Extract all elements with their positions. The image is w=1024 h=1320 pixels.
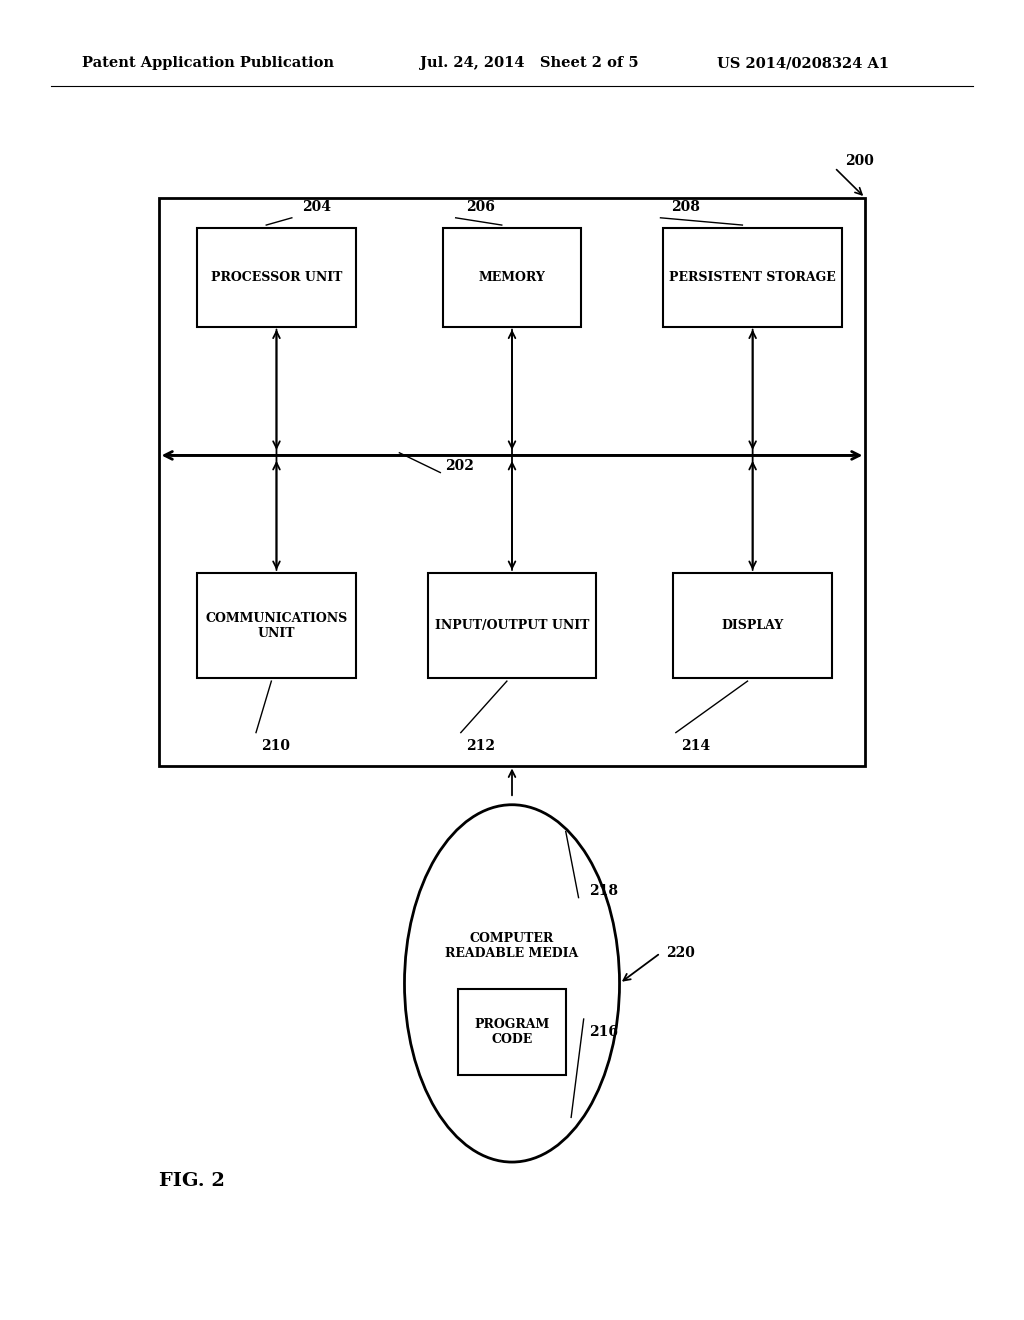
Text: PERSISTENT STORAGE: PERSISTENT STORAGE: [670, 271, 836, 284]
Text: COMMUNICATIONS
UNIT: COMMUNICATIONS UNIT: [206, 611, 347, 640]
Text: 220: 220: [666, 946, 694, 960]
Bar: [159, 198, 865, 766]
Text: 216: 216: [589, 1026, 617, 1039]
Bar: [197, 227, 356, 326]
Text: 218: 218: [589, 884, 617, 898]
Ellipse shape: [404, 805, 620, 1162]
Bar: [197, 573, 356, 678]
Text: INPUT/OUTPUT UNIT: INPUT/OUTPUT UNIT: [435, 619, 589, 632]
Text: 214: 214: [681, 739, 710, 752]
Text: 208: 208: [671, 201, 699, 214]
Text: PROGRAM
CODE: PROGRAM CODE: [474, 1018, 550, 1047]
Text: 204: 204: [302, 201, 331, 214]
Bar: [674, 573, 831, 678]
Bar: [459, 990, 565, 1074]
Text: DISPLAY: DISPLAY: [722, 619, 783, 632]
Text: FIG. 2: FIG. 2: [159, 1172, 224, 1191]
Text: 202: 202: [445, 459, 474, 473]
Text: MEMORY: MEMORY: [478, 271, 546, 284]
Text: PROCESSOR UNIT: PROCESSOR UNIT: [211, 271, 342, 284]
Text: 212: 212: [466, 739, 495, 752]
Text: US 2014/0208324 A1: US 2014/0208324 A1: [717, 57, 889, 70]
Bar: [442, 227, 582, 326]
Text: 210: 210: [261, 739, 290, 752]
Text: 200: 200: [845, 154, 873, 168]
Text: 206: 206: [466, 201, 495, 214]
Text: COMPUTER
READABLE MEDIA: COMPUTER READABLE MEDIA: [445, 932, 579, 961]
Bar: [664, 227, 842, 326]
Text: Jul. 24, 2014   Sheet 2 of 5: Jul. 24, 2014 Sheet 2 of 5: [420, 57, 639, 70]
Bar: [428, 573, 596, 678]
Text: Patent Application Publication: Patent Application Publication: [82, 57, 334, 70]
